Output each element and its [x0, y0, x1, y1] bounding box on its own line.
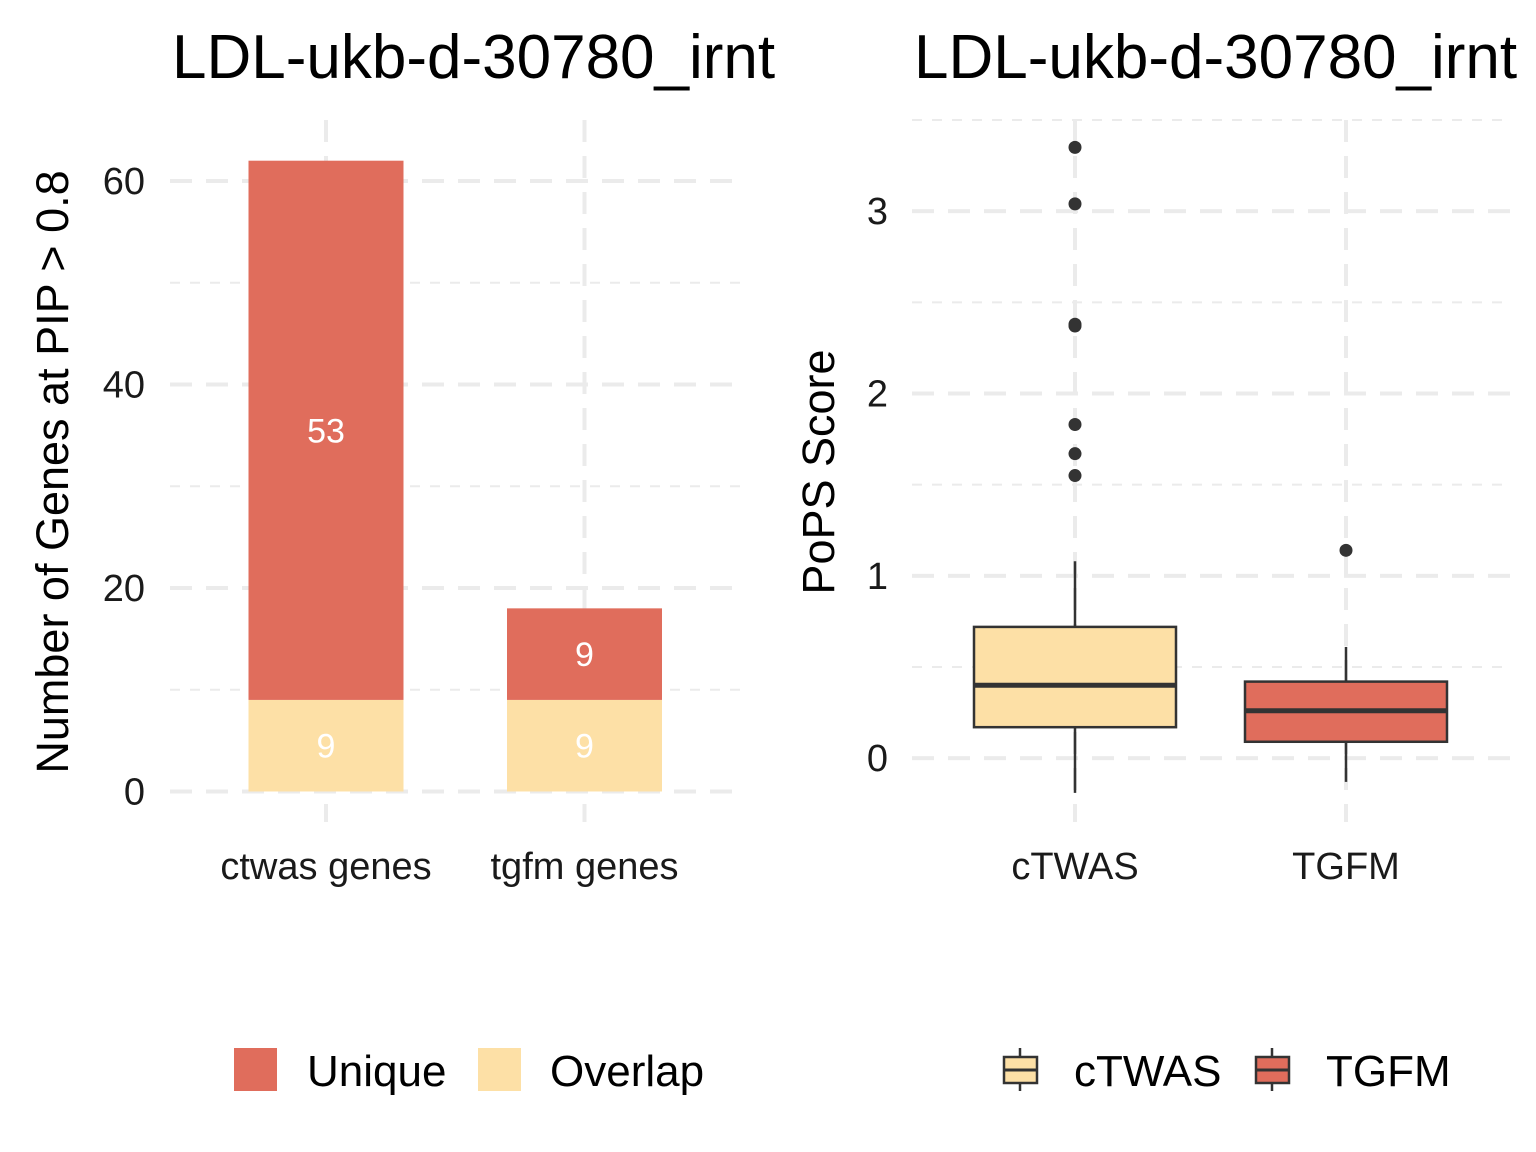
- y-tick-label: 0: [124, 771, 145, 813]
- bar-chart-title: LDL-ukb-d-30780_irnt: [172, 23, 775, 92]
- box-plot-legend: cTWAS TGFM: [1002, 1047, 1451, 1096]
- y-tick-label: 1: [867, 556, 888, 598]
- bar-chart-bars: 9 53 9 9: [248, 160, 662, 792]
- box-ctwas: [972, 625, 1178, 729]
- bar-value-label: 53: [307, 412, 345, 450]
- y-tick-label: 0: [867, 738, 888, 780]
- outlier-point-ctwas: [1068, 197, 1082, 211]
- legend-label-overlap: Overlap: [550, 1047, 704, 1096]
- outlier-point-ctwas: [1068, 317, 1082, 331]
- bar-overlap-tgfm-genes: [507, 699, 662, 792]
- legend-swatch-unique: [234, 1048, 277, 1091]
- y-tick-label: 3: [867, 191, 888, 233]
- legend-label-unique: Unique: [307, 1047, 446, 1096]
- box-plot-panel: 0 1 2 3 cTWAS TGFM LDL-ukb-d-30780_irnt PoPS…: [793, 23, 1517, 1096]
- y-tick-label: 2: [867, 374, 888, 416]
- bar-chart-legend: Unique Overlap: [234, 1047, 704, 1096]
- bar-value-label: 9: [575, 636, 594, 674]
- bar-value-label: 9: [575, 728, 594, 766]
- x-tick-label: ctwas genes: [220, 846, 431, 888]
- legend-label-tgfm: TGFM: [1326, 1047, 1451, 1096]
- y-tick-label: 60: [103, 161, 145, 203]
- outlier-point-ctwas: [1068, 140, 1082, 154]
- x-tick-label: cTWAS: [1011, 846, 1138, 888]
- box-plot-y-tick-labels: 0 1 2 3: [867, 191, 888, 780]
- box-plot-y-axis-title: PoPS Score: [793, 349, 844, 594]
- outlier-point-ctwas: [1068, 469, 1082, 483]
- box-plot-title: LDL-ukb-d-30780_irnt: [914, 23, 1517, 92]
- bar-value-label: 9: [317, 728, 336, 766]
- outlier-point-ctwas: [1068, 447, 1082, 461]
- outlier-point-tgfm: [1339, 543, 1353, 557]
- y-tick-label: 20: [103, 568, 145, 610]
- x-tick-label: TGFM: [1292, 846, 1400, 888]
- legend-label-ctwas: cTWAS: [1074, 1047, 1221, 1096]
- bar-chart-panel: 9 53 9 9 0 20 40 60 ctwas genes tgfm genes LDL-…: [27, 23, 775, 1096]
- y-tick-label: 40: [103, 365, 145, 407]
- bar-unique-ctwas-genes: [248, 160, 404, 700]
- bar-chart-y-tick-labels: 0 20 40 60: [103, 161, 145, 813]
- bar-overlap-ctwas-genes: [248, 699, 404, 792]
- bar-chart-x-tick-labels: ctwas genes tgfm genes: [220, 846, 678, 888]
- bar-chart-y-axis-title: Number of Genes at PIP > 0.8: [27, 170, 78, 773]
- box-plot-x-tick-labels: cTWAS TGFM: [1011, 846, 1400, 888]
- outlier-point-ctwas: [1068, 418, 1082, 432]
- box-plot-boxes: [972, 140, 1449, 793]
- bar-unique-tgfm-genes: [507, 608, 662, 700]
- x-tick-label: tgfm genes: [491, 846, 679, 888]
- legend-swatch-overlap: [478, 1048, 521, 1091]
